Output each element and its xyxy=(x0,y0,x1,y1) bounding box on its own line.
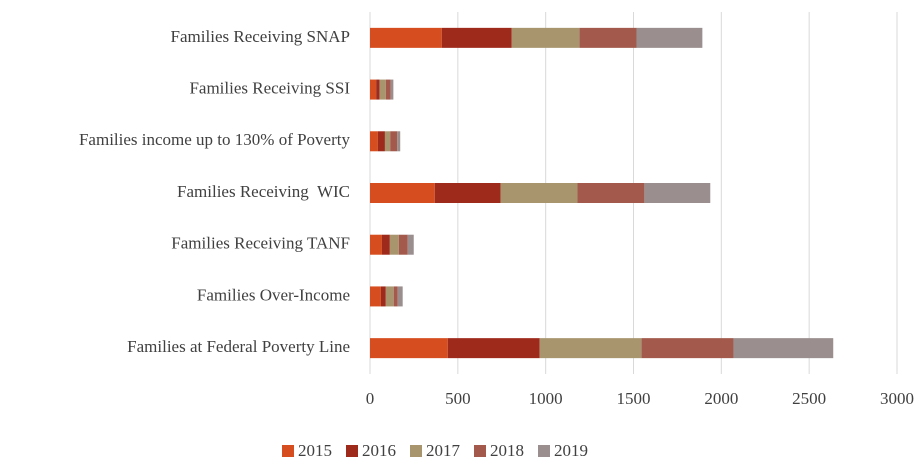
bar-segment xyxy=(393,286,398,307)
bar-segment xyxy=(390,79,394,100)
legend-swatch xyxy=(282,445,294,457)
bar-segment xyxy=(441,27,512,48)
y-tick-label: Families at Federal Poverty Line xyxy=(127,337,350,356)
legend-swatch xyxy=(474,445,486,457)
legend-swatch xyxy=(410,445,422,457)
y-tick-label: Families income up to 130% of Poverty xyxy=(79,130,351,149)
bar-segment xyxy=(397,286,403,307)
bar-segment xyxy=(397,131,401,152)
bar-segment xyxy=(370,131,378,152)
bar-segment xyxy=(370,338,448,359)
bar-segment xyxy=(398,234,408,255)
bar-segment xyxy=(407,234,414,255)
bar-segment xyxy=(376,79,380,100)
legend-swatch xyxy=(538,445,550,457)
y-tick-label: Families Receiving WIC xyxy=(177,182,350,201)
x-tick-label: 0 xyxy=(366,389,375,408)
bar-segment xyxy=(370,27,442,48)
y-tick-label: Families Receiving SNAP xyxy=(171,27,350,46)
bar-segment xyxy=(641,338,734,359)
bar-segment xyxy=(370,79,377,100)
legend-label: 2017 xyxy=(426,441,461,460)
x-tick-label: 3000 xyxy=(880,389,914,408)
bar-segment xyxy=(577,183,645,203)
bar-segment xyxy=(384,131,391,152)
bar-segment xyxy=(390,131,398,152)
bar-segment xyxy=(380,286,386,307)
bar-segment xyxy=(370,234,382,255)
bar-segment xyxy=(636,27,703,48)
x-tick-label: 1500 xyxy=(617,389,651,408)
bar-segment xyxy=(385,79,391,100)
bar-segment xyxy=(447,338,540,359)
y-tick-label: Families Receiving TANF xyxy=(171,234,350,253)
bar-segment xyxy=(511,27,580,48)
bar-segment xyxy=(434,183,501,203)
x-tick-label: 2000 xyxy=(704,389,738,408)
bar-segment xyxy=(579,27,637,48)
y-tick-label: Families Over-Income xyxy=(197,285,350,304)
x-tick-label: 2500 xyxy=(792,389,826,408)
legend-label: 2018 xyxy=(490,441,524,460)
legend-label: 2016 xyxy=(362,441,396,460)
bar-segment xyxy=(379,79,386,100)
bar-segment xyxy=(381,234,390,255)
x-tick-label: 500 xyxy=(445,389,471,408)
bar-segment xyxy=(500,183,578,203)
bar-segment xyxy=(733,338,834,359)
legend-label: 2015 xyxy=(298,441,332,460)
legend-swatch xyxy=(346,445,358,457)
bar-segment xyxy=(644,183,711,203)
legend-label: 2019 xyxy=(554,441,588,460)
bar-segment xyxy=(539,338,642,359)
bar-segment xyxy=(385,286,394,307)
bar-segment xyxy=(370,286,381,307)
x-tick-label: 1000 xyxy=(529,389,563,408)
bar-segment xyxy=(389,234,399,255)
y-tick-label: Families Receiving SSI xyxy=(189,78,350,97)
bar-segment xyxy=(370,183,435,203)
bar-segment xyxy=(377,131,385,152)
